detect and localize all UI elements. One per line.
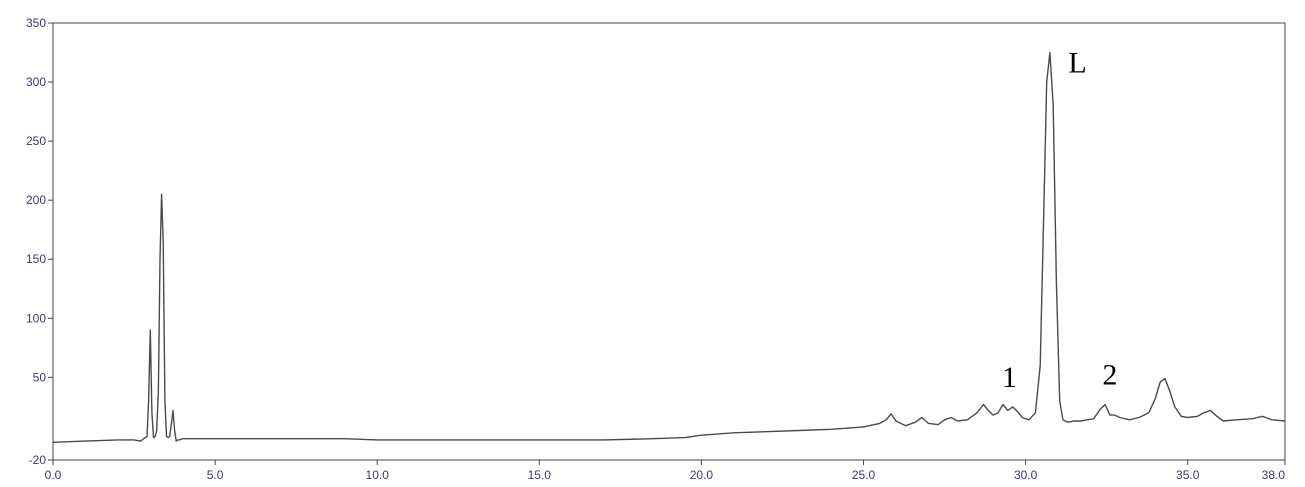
- x-tick-label: 35.0: [1176, 468, 1200, 482]
- y-tick-label: 150: [26, 252, 46, 266]
- x-tick-label: 25.0: [852, 468, 876, 482]
- y-tick-label: 250: [26, 134, 46, 148]
- peak-label: 1: [1002, 361, 1017, 394]
- x-axis-ticks: 0.0 5.0 10.0 15.0 20.0 25.0 30.0 35.0 38.0: [45, 460, 1286, 482]
- x-tick-label: 5.0: [207, 468, 224, 482]
- y-tick-label: 300: [26, 75, 46, 89]
- x-tick-label: 10.0: [366, 468, 390, 482]
- x-tick-label: 38.0: [1262, 468, 1286, 482]
- x-tick-label: 20.0: [690, 468, 714, 482]
- chromatogram-trace: [52, 51, 1286, 443]
- x-tick-label: 0.0: [45, 468, 62, 482]
- peak-annotations: L 1 2: [1002, 47, 1118, 394]
- x-tick-label: 15.0: [528, 468, 552, 482]
- y-axis-ticks: -20 50 100 150 200 250 300 350: [26, 16, 53, 467]
- y-tick-label: 200: [26, 193, 46, 207]
- peak-label: 2: [1102, 358, 1117, 391]
- y-tick-label: 100: [26, 311, 46, 325]
- y-tick-label: -20: [29, 453, 47, 467]
- y-tick-label: 350: [26, 16, 46, 30]
- x-tick-label: 30.0: [1014, 468, 1038, 482]
- peak-label: L: [1068, 47, 1086, 80]
- y-tick-label: 50: [33, 370, 47, 384]
- plot-frame: [52, 22, 1286, 461]
